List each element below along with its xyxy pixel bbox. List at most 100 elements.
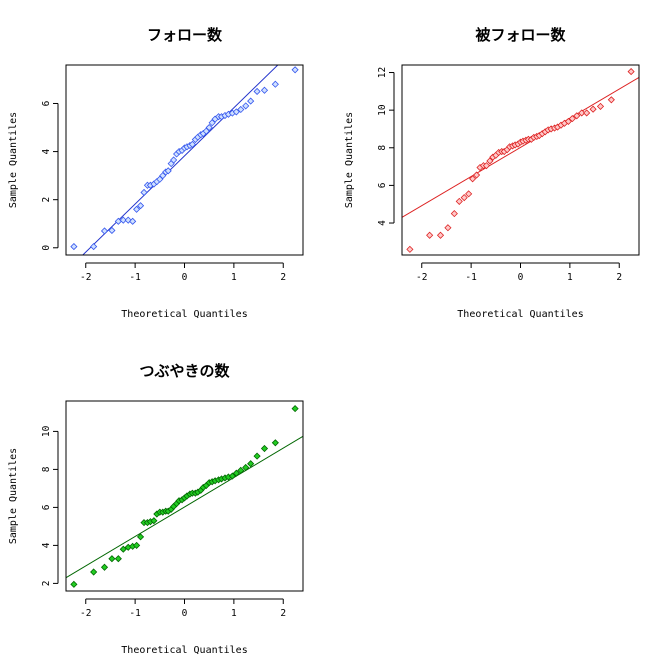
data-point <box>455 197 463 205</box>
data-point <box>253 87 261 96</box>
data-point <box>90 243 98 251</box>
x-axis-label: Theoretical Quantiles <box>121 309 247 320</box>
x-tick-label: -1 <box>129 272 141 283</box>
qq-reference-line <box>402 76 639 218</box>
data-point <box>237 105 245 114</box>
data-point <box>70 580 78 588</box>
data-point <box>164 167 172 175</box>
y-tick-label: 0 <box>41 245 52 251</box>
x-tick-label: 2 <box>616 272 622 283</box>
x-tick-label: 1 <box>231 272 237 283</box>
data-point <box>114 217 122 225</box>
data-point <box>133 205 141 213</box>
data-point <box>583 109 591 117</box>
data-point <box>271 80 279 88</box>
qq-reference-line <box>66 435 303 579</box>
data-point <box>232 469 240 477</box>
y-tick-label: 6 <box>377 182 388 188</box>
data-point <box>247 460 255 468</box>
data-point <box>426 231 434 239</box>
data-point <box>596 102 605 110</box>
plot-frame <box>65 64 304 256</box>
data-point <box>114 555 122 563</box>
plot-frame <box>401 64 640 256</box>
data-point <box>291 66 299 74</box>
chart-title: つぶやきの数 <box>139 362 230 380</box>
data-point <box>450 210 458 218</box>
data-point <box>119 545 127 553</box>
data-point <box>119 216 127 224</box>
y-tick-label: 8 <box>377 145 388 151</box>
y-axis-label: Sample Quantiles <box>344 112 355 208</box>
data-point <box>232 108 240 116</box>
data-point <box>136 533 145 541</box>
data-point <box>465 190 473 198</box>
y-tick-label: 8 <box>41 466 52 472</box>
data-point <box>205 123 213 132</box>
y-tick-label: 6 <box>41 504 52 510</box>
data-point <box>444 224 452 232</box>
data-point <box>406 245 414 253</box>
chart-title: フォロー数 <box>147 26 223 44</box>
x-tick-label: -2 <box>80 608 91 619</box>
data-point <box>136 202 145 210</box>
data-point <box>108 226 116 235</box>
data-point <box>140 188 148 197</box>
data-point <box>573 112 581 120</box>
y-tick-label: 4 <box>41 148 52 154</box>
data-point <box>627 68 635 76</box>
y-tick-label: 4 <box>377 220 388 226</box>
data-point <box>242 463 250 472</box>
x-tick-label: -2 <box>80 272 91 283</box>
data-point <box>247 97 255 105</box>
y-tick-label: 10 <box>41 425 52 437</box>
data-point <box>607 96 615 104</box>
x-tick-label: -2 <box>416 272 427 283</box>
data-point <box>271 439 279 447</box>
data-point <box>159 172 167 180</box>
x-tick-label: -1 <box>129 608 141 619</box>
y-axis-label: Sample Quantiles <box>8 112 19 208</box>
data-point <box>253 452 261 460</box>
data-point <box>564 117 572 126</box>
data-point <box>228 472 236 480</box>
data-point <box>260 444 269 453</box>
x-tick-label: 1 <box>567 272 573 283</box>
data-point <box>486 157 494 165</box>
x-tick-label: -1 <box>465 272 477 283</box>
plot-frame <box>65 400 304 592</box>
x-tick-label: 2 <box>280 272 286 283</box>
data-point <box>242 102 250 110</box>
y-tick-label: 6 <box>41 100 52 106</box>
data-point <box>170 156 178 164</box>
x-tick-label: 2 <box>280 608 286 619</box>
data-point <box>237 466 245 474</box>
x-axis-label: Theoretical Quantiles <box>457 309 583 320</box>
x-tick-label: 0 <box>182 608 188 619</box>
data-point <box>568 115 576 123</box>
data-point <box>90 568 98 576</box>
y-tick-label: 2 <box>41 197 52 203</box>
data-point <box>133 541 141 549</box>
data-point <box>260 86 269 94</box>
data-point <box>460 194 468 202</box>
data-point <box>482 162 490 170</box>
data-point <box>129 217 137 225</box>
data-point <box>589 105 597 113</box>
data-point <box>100 563 109 571</box>
qq-panel: フォロー数 -2 -1 0 1 2 0 2 4 6 Theoretical Quantiles Sam… <box>8 26 304 320</box>
y-axis-label: Sample Quantiles <box>8 448 19 544</box>
qq-reference-line <box>82 65 279 255</box>
qq-panel: つぶやきの数 -2 -1 0 1 2 2 4 6 8 10 Theoretical Quantiles… <box>8 362 304 656</box>
chart-title: 被フォロー数 <box>475 26 566 44</box>
x-tick-label: 0 <box>518 272 524 283</box>
data-point <box>108 555 116 563</box>
data-point <box>472 171 481 179</box>
data-point <box>208 119 216 127</box>
data-point <box>150 517 158 525</box>
data-point <box>291 405 299 413</box>
data-point <box>100 227 109 235</box>
x-tick-label: 0 <box>182 272 188 283</box>
data-point <box>578 109 586 117</box>
